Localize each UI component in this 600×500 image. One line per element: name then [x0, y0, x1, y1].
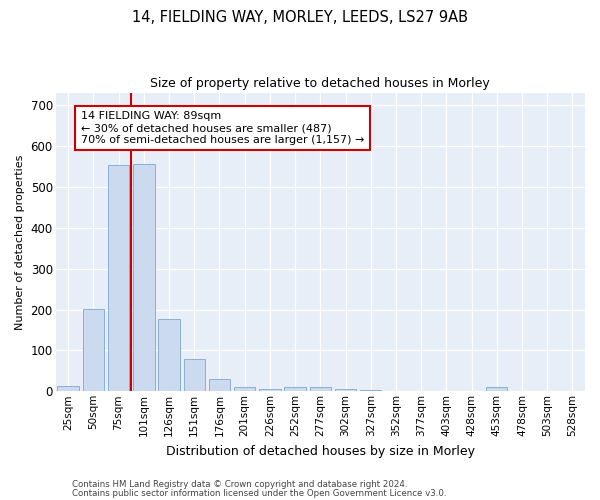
Bar — [284, 387, 306, 392]
Text: 14 FIELDING WAY: 89sqm
← 30% of detached houses are smaller (487)
70% of semi-de: 14 FIELDING WAY: 89sqm ← 30% of detached… — [81, 112, 364, 144]
Bar — [133, 164, 155, 392]
Bar — [58, 386, 79, 392]
Bar — [83, 308, 104, 392]
Bar — [259, 389, 281, 392]
Bar — [108, 164, 130, 392]
Y-axis label: Number of detached properties: Number of detached properties — [15, 154, 25, 330]
Bar — [360, 390, 382, 392]
Text: 14, FIELDING WAY, MORLEY, LEEDS, LS27 9AB: 14, FIELDING WAY, MORLEY, LEEDS, LS27 9A… — [132, 10, 468, 25]
X-axis label: Distribution of detached houses by size in Morley: Distribution of detached houses by size … — [166, 444, 475, 458]
Text: Contains HM Land Registry data © Crown copyright and database right 2024.: Contains HM Land Registry data © Crown c… — [72, 480, 407, 489]
Text: Contains public sector information licensed under the Open Government Licence v3: Contains public sector information licen… — [72, 489, 446, 498]
Bar — [310, 387, 331, 392]
Bar — [184, 360, 205, 392]
Title: Size of property relative to detached houses in Morley: Size of property relative to detached ho… — [151, 78, 490, 90]
Bar — [209, 379, 230, 392]
Bar — [335, 389, 356, 392]
Bar — [486, 387, 508, 392]
Bar — [234, 387, 256, 392]
Bar — [158, 318, 180, 392]
